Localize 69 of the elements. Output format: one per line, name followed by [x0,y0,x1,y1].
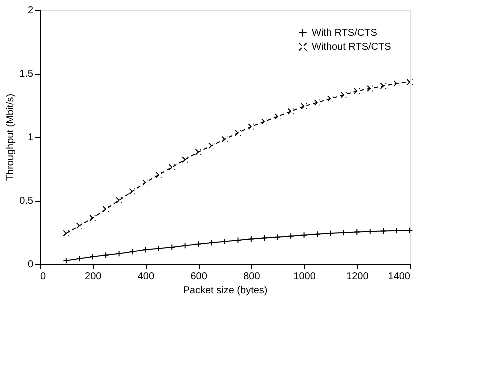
point [142,179,149,186]
point [274,113,282,120]
point [90,215,96,222]
point [340,230,348,236]
point [63,230,70,237]
point [208,240,216,246]
point [314,99,321,106]
point [340,92,348,98]
point [142,246,149,254]
point [90,254,96,260]
point [261,234,268,242]
point [394,228,400,234]
point [76,222,83,230]
y-axis-title: Throughput (Mbit/s) [6,94,17,182]
x-tick-label: 1000 [294,272,316,282]
y-tick-label: 1.5 [20,69,34,80]
x-axis-title: Packet size (bytes) [183,286,268,296]
point [208,142,216,150]
point [354,229,360,236]
point [168,164,176,171]
point [274,234,282,241]
y-tick-label: 0.5 [20,196,34,207]
point [301,103,308,110]
point [261,118,268,125]
point [76,256,83,262]
point [156,246,162,252]
x-tick-label: 1400 [388,272,411,282]
y-tick-label: 0 [28,260,34,270]
point [248,236,255,242]
legend-label: Without RTS/CTS [312,42,392,53]
point [182,242,189,250]
point [195,149,202,156]
point [234,237,242,244]
point [116,250,123,258]
point [406,79,414,86]
x-tick-label: 600 [190,272,208,282]
point [129,248,136,256]
point [327,96,334,102]
point [327,230,334,237]
point [248,124,255,130]
point [380,228,387,234]
point [288,108,294,115]
point [116,197,123,204]
point [354,88,360,95]
point [102,206,110,213]
point [222,136,228,143]
x-tick-label: 200 [85,272,102,282]
point [288,233,294,240]
point [367,228,374,235]
point [394,80,400,87]
point [129,188,136,195]
x-tick-label: 400 [138,272,155,282]
point [314,231,321,238]
point [102,252,110,259]
x-tick-label: 1200 [346,272,370,282]
point [195,241,202,248]
point [222,238,228,246]
point [380,82,387,90]
point [182,156,189,164]
point [367,86,374,92]
x-tick-label: 800 [244,272,261,282]
point [168,244,176,251]
point [301,232,308,239]
x-tick-label: 0 [40,272,46,282]
point [156,172,162,178]
y-tick-label: 2 [28,6,34,16]
y-tick-label: 1 [28,132,34,144]
legend-label: With RTS/CTS [312,28,378,39]
point [234,130,242,136]
